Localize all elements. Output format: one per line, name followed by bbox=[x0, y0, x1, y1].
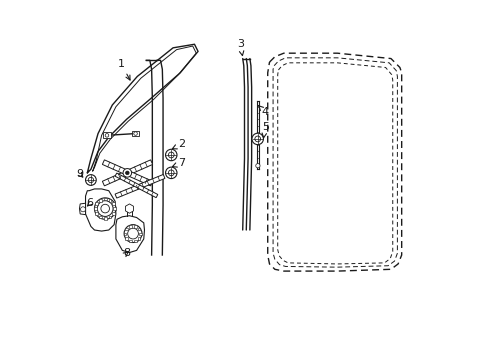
Circle shape bbox=[124, 225, 142, 243]
Bar bbox=[132, 131, 139, 136]
Circle shape bbox=[165, 149, 177, 161]
Text: 3: 3 bbox=[236, 39, 244, 55]
Bar bbox=[108, 199, 111, 202]
Text: 2: 2 bbox=[172, 139, 185, 149]
Circle shape bbox=[101, 204, 109, 213]
Bar bbox=[134, 225, 136, 228]
Bar bbox=[129, 240, 131, 243]
Text: 9: 9 bbox=[76, 168, 83, 179]
Text: 6: 6 bbox=[86, 198, 94, 208]
Circle shape bbox=[165, 167, 177, 179]
Bar bbox=[134, 240, 136, 243]
Bar bbox=[103, 132, 110, 138]
Polygon shape bbox=[85, 189, 116, 231]
Bar bbox=[112, 212, 115, 215]
Circle shape bbox=[125, 171, 129, 175]
Bar bbox=[99, 216, 102, 219]
Circle shape bbox=[105, 134, 108, 137]
Circle shape bbox=[127, 228, 138, 239]
Bar bbox=[95, 212, 98, 215]
Bar bbox=[108, 216, 111, 219]
Circle shape bbox=[85, 175, 96, 185]
Bar bbox=[95, 202, 98, 205]
Circle shape bbox=[134, 132, 137, 135]
Bar bbox=[103, 217, 106, 220]
Bar bbox=[94, 207, 97, 210]
Circle shape bbox=[88, 177, 93, 183]
Bar bbox=[113, 207, 116, 210]
Circle shape bbox=[123, 168, 131, 177]
Text: 4: 4 bbox=[258, 106, 268, 117]
Bar bbox=[129, 225, 131, 228]
Polygon shape bbox=[80, 203, 85, 215]
Circle shape bbox=[168, 170, 174, 176]
Text: 5: 5 bbox=[261, 122, 268, 138]
Polygon shape bbox=[115, 173, 158, 198]
Bar bbox=[99, 199, 102, 202]
Bar bbox=[139, 233, 142, 235]
Circle shape bbox=[94, 198, 116, 219]
Circle shape bbox=[81, 207, 85, 212]
Bar bbox=[112, 202, 115, 205]
Circle shape bbox=[254, 136, 260, 142]
Circle shape bbox=[168, 152, 174, 158]
Polygon shape bbox=[116, 216, 144, 252]
Polygon shape bbox=[115, 175, 164, 198]
Bar bbox=[125, 237, 127, 240]
Bar bbox=[138, 237, 140, 240]
Text: 8: 8 bbox=[123, 248, 130, 258]
Text: 1: 1 bbox=[118, 59, 130, 80]
Bar bbox=[123, 233, 126, 235]
Circle shape bbox=[251, 133, 263, 145]
Bar bbox=[138, 228, 140, 230]
Circle shape bbox=[97, 201, 113, 216]
Circle shape bbox=[255, 163, 260, 168]
Bar bbox=[125, 228, 127, 230]
Bar bbox=[103, 198, 106, 201]
Polygon shape bbox=[102, 160, 152, 186]
Polygon shape bbox=[102, 160, 152, 186]
Text: 7: 7 bbox=[172, 158, 185, 168]
